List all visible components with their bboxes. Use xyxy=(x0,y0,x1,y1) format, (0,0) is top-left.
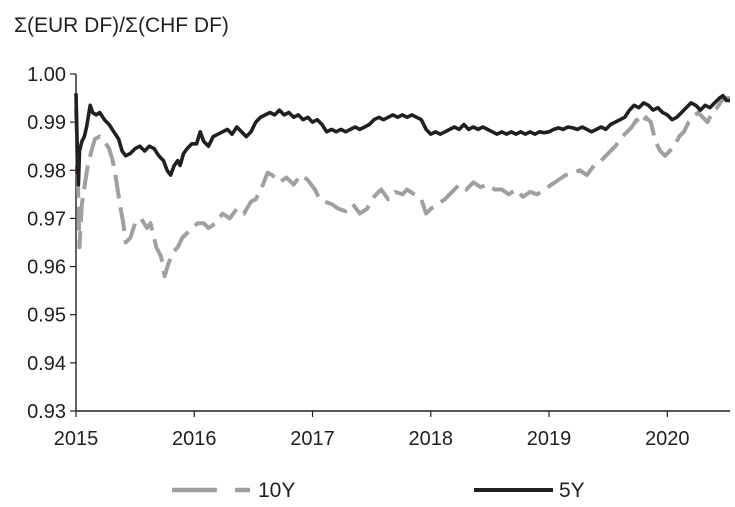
x-tick-label: 2018 xyxy=(409,428,454,450)
legend-label-10y: 10Y xyxy=(258,479,296,502)
x-tick-label: 2016 xyxy=(172,428,217,450)
y-tick-label: 0.93 xyxy=(27,401,66,423)
y-tick-label: 0.97 xyxy=(27,208,66,230)
y-tick-label: 0.95 xyxy=(27,305,66,327)
y-tick-label: 0.99 xyxy=(27,112,66,134)
series-line-10y xyxy=(74,96,730,279)
legend-label-5y: 5Y xyxy=(559,479,585,502)
x-tick-label: 2017 xyxy=(290,428,335,450)
x-tick-label: 2020 xyxy=(645,428,690,450)
y-tick-label: 0.96 xyxy=(27,257,66,279)
x-tick-label: 2015 xyxy=(54,428,99,450)
chart-title: Σ(EUR DF)/Σ(CHF DF) xyxy=(14,14,229,37)
y-tick-label: 0.94 xyxy=(27,353,66,375)
series-line-5y xyxy=(74,93,730,187)
x-tick-label: 2019 xyxy=(527,428,572,450)
y-tick-label: 0.98 xyxy=(27,160,66,182)
y-tick-label: 1.00 xyxy=(27,64,66,86)
